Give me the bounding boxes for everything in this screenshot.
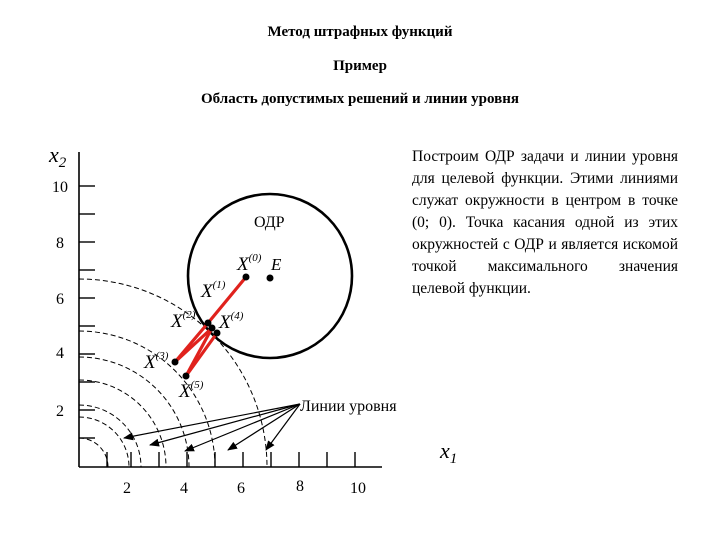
y-tick-label: 2: [56, 403, 64, 420]
y-tick-label: 4: [56, 345, 64, 362]
point-x5: [182, 372, 190, 380]
points: [171, 273, 274, 380]
point-x4: [213, 329, 221, 337]
level-line: [78, 404, 142, 468]
point-label-x4: X(4): [218, 310, 244, 333]
section-heading: Область допустимых решений и линии уровн…: [201, 91, 519, 107]
path-segment: [206, 275, 248, 325]
x-axis-label: x1: [439, 438, 457, 467]
level-line: [78, 437, 109, 468]
level-line: [78, 379, 167, 468]
region-label: ОДР: [254, 214, 285, 231]
point-label-x0: X(0): [236, 252, 262, 275]
x-tick-label: 8: [296, 478, 304, 495]
point-label-e: E: [270, 255, 282, 274]
description-text: Построим ОДР задачи и линии уровня для ц…: [412, 148, 678, 297]
point-x0: [242, 273, 250, 281]
level-line: [78, 356, 190, 468]
y-tick-label: 8: [56, 235, 64, 252]
x-axis-ticks: [106, 452, 356, 467]
point-label-x2: X(2): [170, 309, 196, 332]
point-x2: [204, 319, 212, 327]
point-label-x1: X(1): [200, 279, 226, 302]
y-tick-label: 6: [56, 291, 64, 308]
level-line: [78, 416, 130, 468]
arrow: [149, 403, 301, 447]
x-tick-label: 4: [180, 480, 188, 497]
slide-subtitle: Пример: [333, 58, 387, 74]
point-label-x3: X(3): [143, 350, 169, 373]
arrow: [227, 403, 301, 451]
path-segment: [184, 331, 219, 378]
feasible-region-circle: [186, 192, 354, 360]
level-line-arrows: [123, 403, 301, 452]
arrow: [265, 403, 301, 451]
y-axis-label: x2: [48, 142, 67, 171]
y-tick-label: 10: [52, 179, 68, 196]
point-x1: [208, 324, 216, 332]
x-tick-label: 10: [350, 480, 366, 497]
point-label-x5: X(5): [178, 379, 204, 402]
point-e: [266, 274, 274, 282]
slide-title: Метод штрафных функций: [267, 24, 453, 40]
arrow: [123, 403, 301, 441]
x-tick-label: 2: [123, 480, 131, 497]
search-path: [173, 275, 248, 378]
level-lines-label: Линии уровня: [300, 398, 397, 415]
arrow: [184, 403, 301, 452]
x-tick-label: 6: [237, 480, 245, 497]
point-x3: [171, 358, 179, 366]
level-line: [78, 330, 216, 468]
y-axis-ticks: [79, 185, 95, 439]
path-segment: [173, 326, 214, 364]
